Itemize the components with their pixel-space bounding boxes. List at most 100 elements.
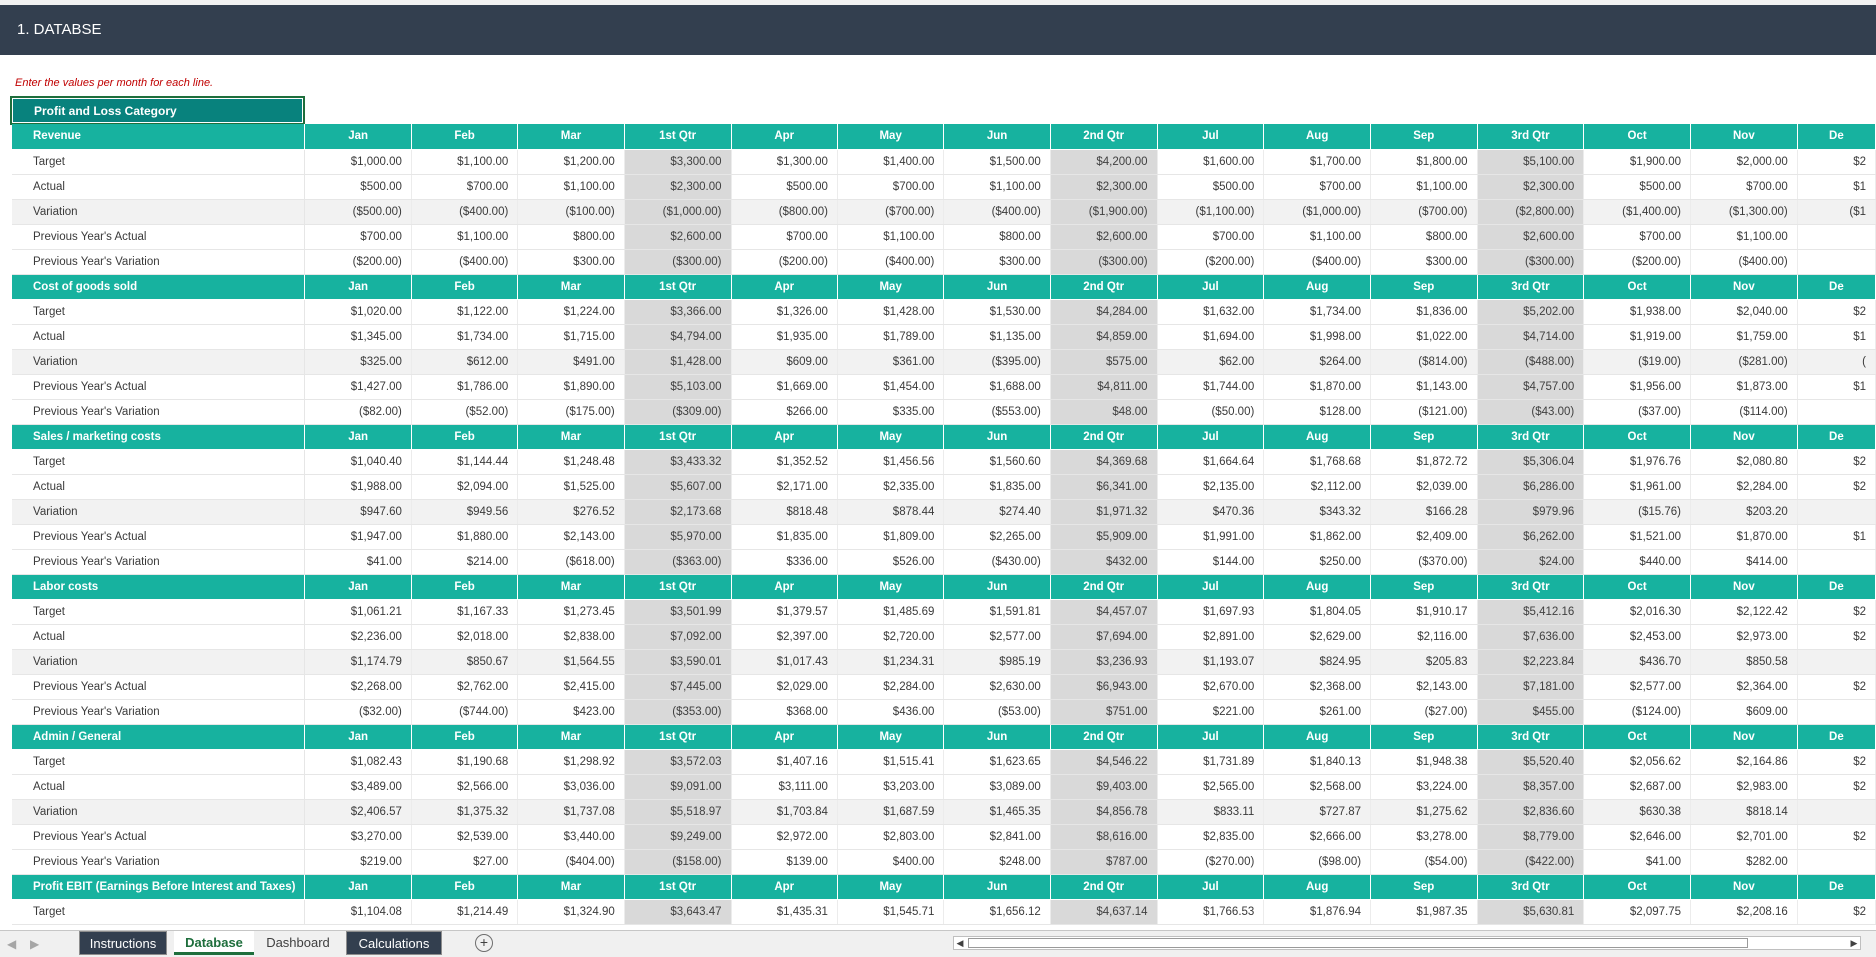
value-cell[interactable]: $700.00 xyxy=(837,174,945,200)
value-cell[interactable]: $1,082.43 xyxy=(304,749,412,775)
value-cell[interactable]: $1,345.00 xyxy=(304,324,412,350)
row-label[interactable]: Variation xyxy=(12,499,306,525)
value-cell[interactable]: $1,190.68 xyxy=(411,749,519,775)
value-cell[interactable] xyxy=(1797,699,1876,725)
value-cell[interactable]: ($200.00) xyxy=(304,249,412,275)
value-cell[interactable]: $1,298.92 xyxy=(517,749,625,775)
value-cell[interactable]: $248.00 xyxy=(943,849,1051,875)
value-cell[interactable]: $440.00 xyxy=(1583,549,1691,575)
value-cell[interactable]: $139.00 xyxy=(731,849,838,875)
value-cell[interactable]: $1,500.00 xyxy=(943,149,1051,175)
column-header[interactable]: Nov xyxy=(1690,724,1798,750)
column-header[interactable]: Apr xyxy=(731,724,838,750)
value-cell[interactable]: $526.00 xyxy=(837,549,945,575)
column-header[interactable]: Jul xyxy=(1157,574,1265,600)
value-cell[interactable]: ($700.00) xyxy=(837,199,945,225)
value-cell[interactable]: $41.00 xyxy=(1583,849,1691,875)
value-cell[interactable]: $1,275.62 xyxy=(1370,799,1478,825)
quarter-total-cell[interactable]: $3,366.00 xyxy=(624,299,732,325)
value-cell[interactable]: $166.28 xyxy=(1370,499,1478,525)
value-cell[interactable]: $1,324.90 xyxy=(517,899,625,925)
quarter-total-cell[interactable]: ($1,900.00) xyxy=(1050,199,1158,225)
value-cell[interactable]: $1,737.08 xyxy=(517,799,625,825)
quarter-total-cell[interactable]: $5,518.97 xyxy=(624,799,732,825)
value-cell[interactable]: $1,938.00 xyxy=(1583,299,1691,325)
value-cell[interactable]: $1,248.48 xyxy=(517,449,625,475)
column-header[interactable]: Sep xyxy=(1370,424,1478,450)
value-cell[interactable]: $2,029.00 xyxy=(731,674,838,700)
value-cell[interactable]: ($121.00) xyxy=(1370,399,1478,425)
value-cell[interactable]: ($1,100.00) xyxy=(1157,199,1265,225)
scroll-left-icon[interactable]: ◀ xyxy=(956,938,964,948)
column-header[interactable]: Feb xyxy=(411,274,519,300)
value-cell[interactable]: $2,701.00 xyxy=(1690,824,1798,850)
quarter-total-cell[interactable]: ($488.00) xyxy=(1477,349,1585,375)
value-cell[interactable]: $1,100.00 xyxy=(411,224,519,250)
column-header[interactable]: Jan xyxy=(304,274,412,300)
column-header[interactable]: Oct xyxy=(1583,124,1691,150)
value-cell[interactable]: $1,880.00 xyxy=(411,524,519,550)
value-cell[interactable]: ($1 xyxy=(1797,199,1876,225)
column-header[interactable]: May xyxy=(837,724,945,750)
value-cell[interactable]: $1,214.49 xyxy=(411,899,519,925)
quarter-total-cell[interactable]: $4,714.00 xyxy=(1477,324,1585,350)
value-cell[interactable]: $436.00 xyxy=(837,699,945,725)
column-header[interactable]: Feb xyxy=(411,874,519,900)
column-header[interactable]: De xyxy=(1797,424,1876,450)
row-label[interactable]: Actual xyxy=(12,324,306,350)
value-cell[interactable]: $700.00 xyxy=(731,224,838,250)
column-header[interactable]: Jan xyxy=(304,724,412,750)
row-label[interactable]: Variation xyxy=(12,649,306,675)
value-cell[interactable]: $1,835.00 xyxy=(731,524,838,550)
value-cell[interactable]: $1 xyxy=(1797,174,1876,200)
column-header[interactable]: Jul xyxy=(1157,724,1265,750)
value-cell[interactable]: $2,335.00 xyxy=(837,474,945,500)
column-header[interactable]: 1st Qtr xyxy=(624,274,732,300)
column-header[interactable]: 1st Qtr xyxy=(624,574,732,600)
quarter-total-cell[interactable]: $2,173.68 xyxy=(624,499,732,525)
value-cell[interactable]: ($27.00) xyxy=(1370,699,1478,725)
value-cell[interactable]: $1,407.16 xyxy=(731,749,838,775)
column-header[interactable]: 3rd Qtr xyxy=(1477,574,1585,600)
quarter-total-cell[interactable]: $3,236.93 xyxy=(1050,649,1158,675)
value-cell[interactable]: $1,715.00 xyxy=(517,324,625,350)
column-header[interactable]: Sep xyxy=(1370,724,1478,750)
value-cell[interactable] xyxy=(1797,649,1876,675)
quarter-total-cell[interactable]: $9,091.00 xyxy=(624,774,732,800)
value-cell[interactable]: $2,143.00 xyxy=(1370,674,1478,700)
value-cell[interactable]: $1,400.00 xyxy=(837,149,945,175)
column-header[interactable]: 2nd Qtr xyxy=(1050,574,1158,600)
row-label[interactable]: Target xyxy=(12,149,306,175)
column-header[interactable]: Jan xyxy=(304,124,412,150)
quarter-total-cell[interactable]: $7,092.00 xyxy=(624,624,732,650)
column-header[interactable]: Sep xyxy=(1370,574,1478,600)
value-cell[interactable]: $2,629.00 xyxy=(1263,624,1372,650)
column-header[interactable]: 3rd Qtr xyxy=(1477,274,1585,300)
value-cell[interactable]: $1,872.72 xyxy=(1370,449,1478,475)
quarter-total-cell[interactable]: $9,403.00 xyxy=(1050,774,1158,800)
value-cell[interactable]: $2,983.00 xyxy=(1690,774,1798,800)
value-cell[interactable]: ($400.00) xyxy=(943,199,1051,225)
column-header[interactable]: Jun xyxy=(943,574,1051,600)
quarter-total-cell[interactable]: $2,223.84 xyxy=(1477,649,1585,675)
value-cell[interactable]: $1,135.00 xyxy=(943,324,1051,350)
value-cell[interactable]: $1,375.32 xyxy=(411,799,519,825)
value-cell[interactable]: $436.70 xyxy=(1583,649,1691,675)
value-cell[interactable]: $500.00 xyxy=(1157,174,1265,200)
value-cell[interactable]: $368.00 xyxy=(731,699,838,725)
row-label[interactable]: Target xyxy=(12,299,306,325)
column-header[interactable]: Feb xyxy=(411,424,519,450)
value-cell[interactable]: $1,273.45 xyxy=(517,599,625,625)
column-header[interactable]: Oct xyxy=(1583,274,1691,300)
value-cell[interactable]: $1,700.00 xyxy=(1263,149,1372,175)
value-cell[interactable]: $2,762.00 xyxy=(411,674,519,700)
row-label[interactable]: Target xyxy=(12,599,306,625)
value-cell[interactable]: $300.00 xyxy=(517,249,625,275)
column-header[interactable]: May xyxy=(837,274,945,300)
column-header[interactable]: Aug xyxy=(1263,124,1372,150)
row-label[interactable]: Target xyxy=(12,449,306,475)
column-header[interactable]: 2nd Qtr xyxy=(1050,424,1158,450)
column-header[interactable]: Oct xyxy=(1583,874,1691,900)
value-cell[interactable] xyxy=(1797,799,1876,825)
value-cell[interactable]: $2,577.00 xyxy=(943,624,1051,650)
